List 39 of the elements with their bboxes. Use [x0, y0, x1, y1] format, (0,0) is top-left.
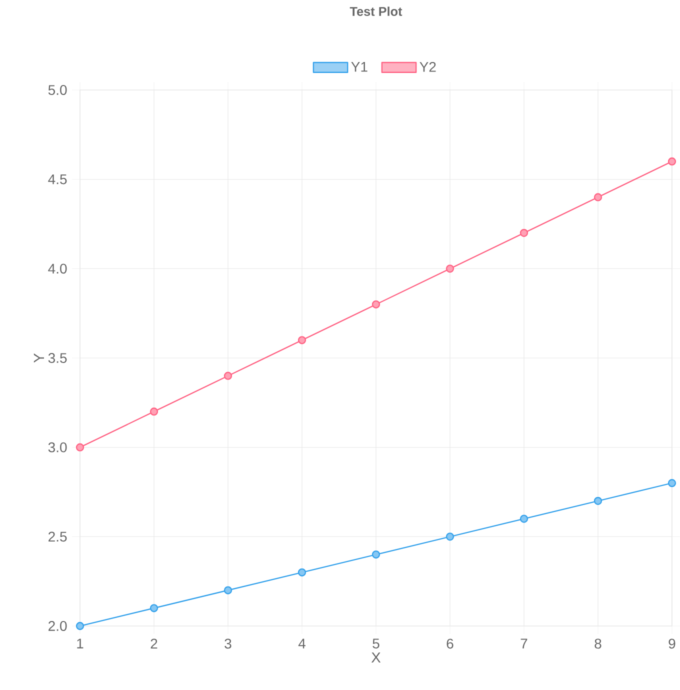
point — [150, 604, 158, 612]
y-tick-label: 3.5 — [48, 353, 67, 363]
point — [446, 532, 454, 541]
x-axis-title: X — [371, 652, 381, 663]
x-tick-label: 8 — [594, 638, 602, 649]
point — [520, 228, 528, 237]
y-tick-label: 4.0 — [48, 264, 67, 274]
y-tick-label: 2.0 — [48, 621, 67, 631]
point — [224, 586, 232, 594]
point — [520, 514, 528, 523]
x-tick-label: 4 — [298, 638, 306, 648]
point — [150, 408, 158, 416]
x-tick-label: 1 — [77, 638, 84, 648]
y-tick-label: 5.0 — [48, 85, 67, 95]
x-tick-label: 5 — [372, 638, 380, 648]
y-tick-label: 3.0 — [48, 442, 67, 452]
point — [372, 550, 380, 559]
point — [668, 157, 676, 166]
point — [76, 443, 84, 452]
y-tick-label: 4.5 — [48, 174, 67, 184]
legend-label: Y1 — [351, 62, 368, 72]
x-tick-label: 9 — [668, 638, 676, 649]
point — [224, 372, 232, 380]
point — [372, 300, 380, 308]
y-axis-title: Y — [34, 353, 44, 363]
x-tick-label: 3 — [224, 638, 232, 649]
point — [668, 479, 676, 488]
point — [76, 622, 84, 630]
point — [594, 193, 602, 202]
x-tick-label: 6 — [446, 638, 454, 649]
legend-label: Y2 — [420, 62, 436, 72]
x-tick-label: 2 — [150, 638, 158, 648]
point — [446, 264, 454, 273]
x-tick-label: 7 — [520, 638, 528, 648]
point — [594, 496, 602, 505]
y-tick-label: 2.5 — [48, 532, 67, 542]
point — [298, 336, 306, 344]
point — [298, 568, 306, 576]
chart-title: Test Plot — [350, 6, 402, 16]
